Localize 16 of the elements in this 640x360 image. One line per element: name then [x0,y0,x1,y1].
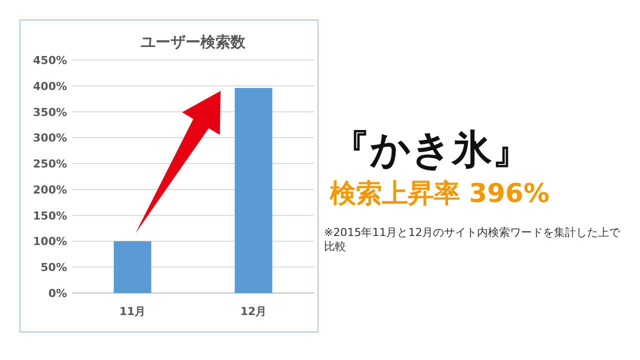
x-tick-label: 11月 [119,305,146,318]
y-tick-label: 250% [33,158,67,171]
y-tick-label: 0% [48,287,67,300]
y-tick-label: 150% [33,209,67,222]
y-tick-label: 50% [40,261,67,274]
y-tick-label: 100% [33,235,67,248]
y-tick-label: 400% [33,80,67,93]
text: 『かき氷』 [330,126,532,175]
x-tick-label: 12月 [240,305,267,318]
y-tick-label: 200% [33,183,67,196]
chart-title: ユーザー検索数 [140,33,246,51]
y-tick-label: 300% [33,132,67,145]
text: ※2015年11月と12月のサイト内検索ワードを集計した上で比較 [324,226,622,254]
y-tick-label: 450% [33,54,67,67]
y-tick-label: 350% [33,106,67,119]
text: 検索上昇率 396% [330,178,550,211]
